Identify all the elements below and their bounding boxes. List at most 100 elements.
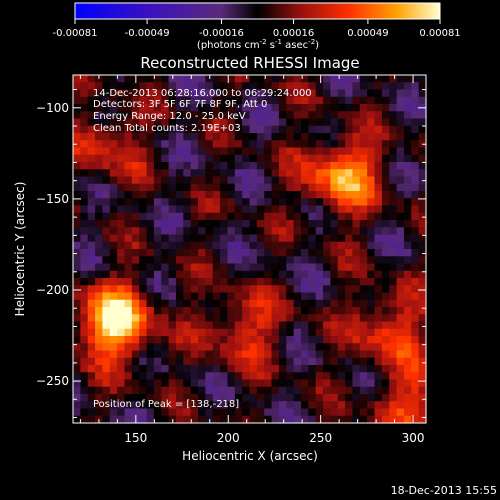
- heatmap-cell: [345, 379, 354, 388]
- heatmap-cell: [205, 365, 214, 373]
- heatmap-cell: [271, 307, 280, 315]
- heatmap-cell: [256, 147, 265, 156]
- heatmap-cell: [249, 343, 258, 352]
- heatmap-cell: [146, 220, 155, 228]
- heatmap-cell: [293, 292, 302, 301]
- heatmap-cell: [183, 278, 192, 286]
- heatmap-cell: [80, 401, 89, 410]
- heatmap-cell: [278, 75, 287, 83]
- heatmap-cell: [286, 379, 295, 388]
- heatmap-cell: [396, 314, 405, 323]
- heatmap-cell: [345, 169, 354, 178]
- heatmap-cell: [300, 162, 309, 170]
- heatmap-cell: [278, 220, 287, 228]
- heatmap-cell: [124, 241, 133, 250]
- heatmap-cell: [183, 263, 192, 272]
- heatmap-cell: [403, 292, 412, 301]
- heatmap-cell: [139, 394, 148, 402]
- heatmap-cell: [256, 212, 265, 221]
- heatmap-cell: [367, 191, 376, 199]
- heatmap-cell: [198, 82, 206, 91]
- heatmap-cell: [80, 249, 89, 257]
- heatmap-cell: [109, 379, 118, 388]
- heatmap-cell: [374, 328, 383, 337]
- heatmap-cell: [80, 321, 89, 330]
- heatmap-cell: [249, 314, 258, 323]
- heatmap-cell: [286, 263, 295, 272]
- heatmap-cell: [220, 321, 229, 330]
- heatmap-cell: [168, 401, 177, 410]
- heatmap-cell: [286, 408, 295, 417]
- heatmap-cell: [352, 154, 361, 163]
- heatmap-cell: [367, 357, 376, 366]
- heatmap-cell: [205, 118, 214, 127]
- heatmap-cell: [256, 125, 265, 134]
- heatmap-cell: [102, 133, 111, 141]
- heatmap-cell: [73, 89, 81, 98]
- heatmap-cell: [242, 256, 251, 265]
- heatmap-cell: [227, 89, 236, 98]
- heatmap-cell: [139, 140, 148, 149]
- heatmap-cell: [168, 212, 177, 221]
- heatmap-cell: [323, 227, 331, 236]
- heatmap-cell: [411, 386, 420, 395]
- heatmap-cell: [205, 125, 214, 134]
- heatmap-cell: [359, 314, 368, 323]
- heatmap-cell: [411, 285, 420, 294]
- heatmap-cell: [220, 191, 229, 199]
- heatmap-cell: [374, 147, 383, 156]
- heatmap-cell: [227, 140, 236, 149]
- heatmap-cell: [124, 227, 133, 236]
- heatmap-cell: [212, 147, 221, 156]
- heatmap-cell: [249, 162, 258, 170]
- heatmap-cell: [367, 292, 376, 301]
- heatmap-cell: [330, 249, 339, 257]
- heatmap-cell: [308, 307, 317, 315]
- heatmap-cell: [102, 328, 111, 337]
- heatmap-cell: [220, 270, 229, 279]
- heatmap-cell: [80, 118, 89, 127]
- heatmap-cell: [234, 394, 243, 402]
- heatmap-cell: [337, 241, 346, 250]
- heatmap-cell: [168, 357, 177, 366]
- heatmap-cell: [131, 401, 140, 410]
- heatmap-cell: [403, 205, 412, 214]
- heatmap-cell: [271, 343, 280, 352]
- heatmap-cell: [190, 379, 199, 388]
- heatmap-cell: [352, 307, 361, 315]
- heatmap-cell: [95, 336, 104, 344]
- heatmap-cell: [80, 408, 89, 417]
- heatmap-cell: [95, 147, 104, 156]
- heatmap-cell: [359, 379, 368, 388]
- heatmap-cell: [264, 350, 273, 359]
- heatmap-cell: [175, 183, 184, 192]
- heatmap-cell: [345, 270, 354, 279]
- heatmap-cell: [146, 278, 155, 286]
- heatmap-cell: [168, 220, 177, 228]
- heatmap-cell: [198, 249, 206, 257]
- heatmap-cell: [234, 234, 243, 243]
- heatmap-cell: [183, 241, 192, 250]
- heatmap-cell: [87, 394, 96, 402]
- heatmap-cell: [146, 183, 155, 192]
- heatmap-cell: [212, 386, 221, 395]
- heatmap-cell: [271, 154, 280, 163]
- heatmap-cell: [190, 162, 199, 170]
- heatmap-cell: [300, 227, 309, 236]
- heatmap-cell: [234, 343, 243, 352]
- heatmap-cell: [183, 307, 192, 315]
- heatmap-cell: [183, 299, 192, 308]
- heatmap-cell: [190, 118, 199, 127]
- heatmap-cell: [345, 125, 354, 134]
- heatmap-cell: [212, 307, 221, 315]
- heatmap-cell: [131, 256, 140, 265]
- heatmap-cell: [374, 343, 383, 352]
- heatmap-cell: [256, 408, 265, 417]
- heatmap-cell: [323, 234, 331, 243]
- heatmap-cell: [168, 343, 177, 352]
- heatmap-cell: [293, 89, 302, 98]
- heatmap-cell: [73, 118, 81, 127]
- heatmap-cell: [403, 270, 412, 279]
- heatmap-cell: [352, 140, 361, 149]
- heatmap-cell: [80, 415, 89, 424]
